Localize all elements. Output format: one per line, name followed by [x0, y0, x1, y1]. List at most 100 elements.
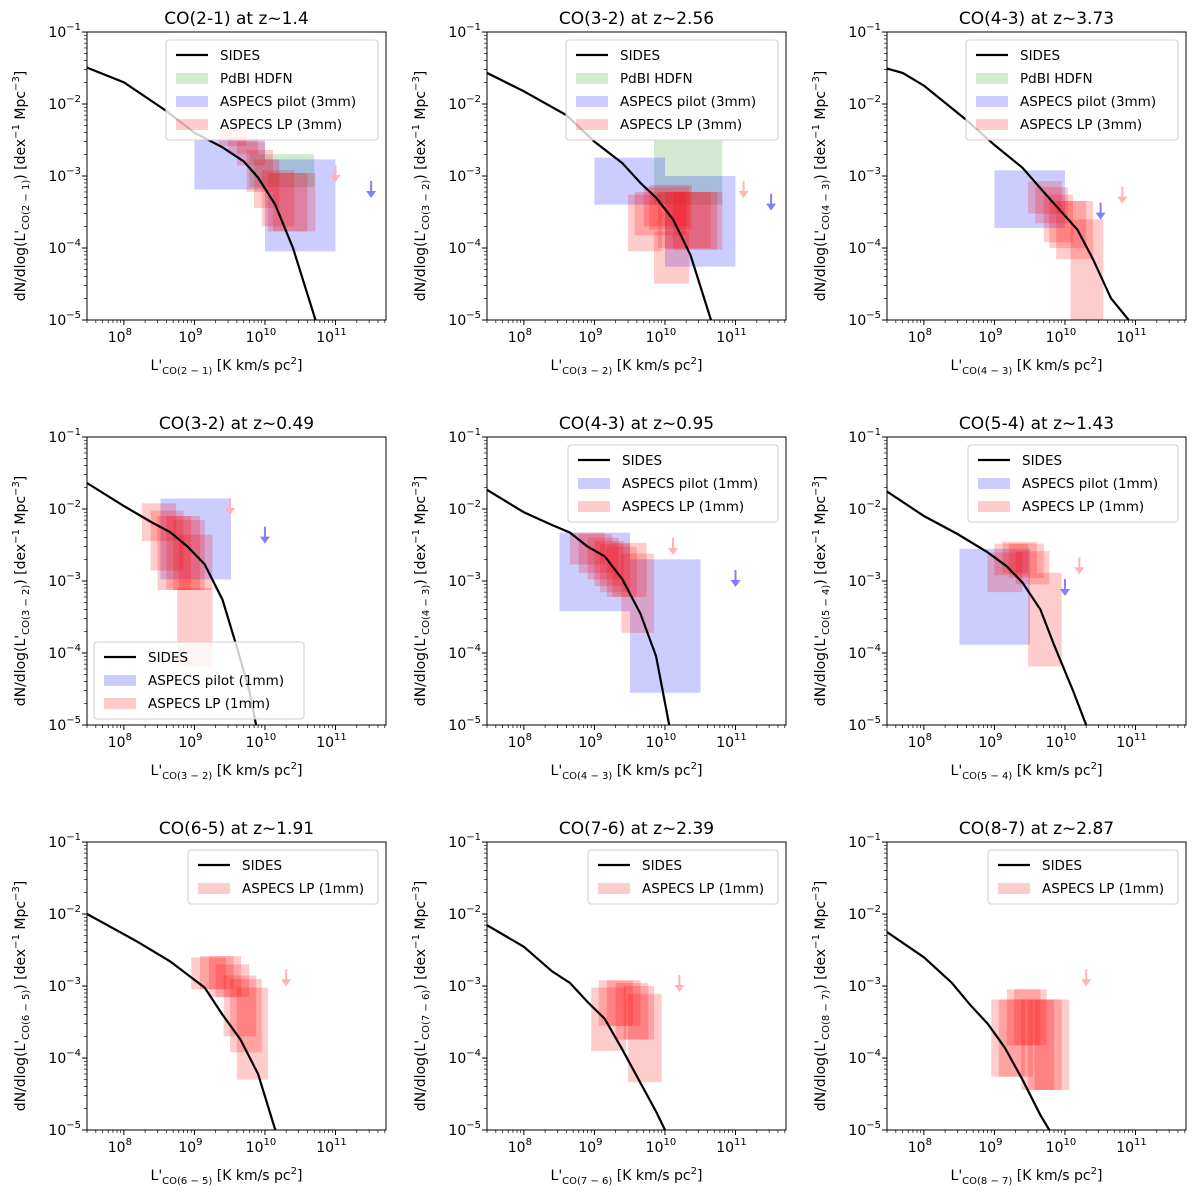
tick-exponent: 11	[1134, 327, 1147, 338]
xlabel-base: L'	[151, 763, 163, 779]
legend-frame	[967, 444, 1179, 523]
tick-base: 10	[448, 979, 466, 995]
xlabel-unit: [K km/s pc	[212, 763, 290, 779]
y-axis-label: dN/dlog(L'CO(7 − 6)) [dex−1 Mpc−3]	[411, 881, 432, 1112]
ylabel-sub: CO(8 − 7)	[821, 990, 832, 1040]
tick-exponent: −2	[66, 904, 81, 915]
xlabel-sub: CO(4 − 3)	[962, 366, 1012, 377]
xlabel-base: L'	[151, 1168, 163, 1184]
ylabel-sup2: −3	[11, 76, 22, 91]
tick-exponent: 10	[264, 1137, 277, 1148]
tick-exponent: −5	[866, 715, 881, 726]
ylabel-unit: ) [dex	[413, 949, 429, 990]
tick-base: 10	[448, 502, 466, 518]
ylabel-close: ]	[13, 71, 29, 76]
tick-exponent: −1	[66, 22, 81, 33]
tick-exponent: 9	[996, 327, 1002, 338]
tick-exponent: 8	[526, 732, 532, 743]
tick-exponent: 9	[196, 327, 202, 338]
panel-title: CO(2-1) at z~1.4	[164, 9, 308, 29]
tick-base: 10	[716, 735, 734, 751]
x-tick-label: 1011	[716, 732, 747, 751]
ylabel-base: dN/dlog(L'	[13, 1040, 29, 1111]
lp-error-box	[191, 957, 226, 990]
upper-limit-arrow-lp	[667, 537, 678, 555]
panel-title: CO(8-7) at z~2.87	[959, 819, 1114, 839]
upper-limit-arrow-lp	[674, 975, 685, 992]
tick-exponent: −4	[466, 643, 481, 654]
arrow-head	[1081, 979, 1092, 987]
y-tick-label: 10−3	[48, 976, 81, 995]
y-tick-label: 10−4	[48, 238, 81, 257]
ylabel-close: ]	[813, 71, 829, 76]
pilot-error-box	[664, 176, 736, 267]
ylabel-base: dN/dlog(L'	[413, 230, 429, 301]
legend-entry-label: ASPECS LP (1mm)	[1042, 881, 1164, 897]
tick-exponent: −4	[66, 643, 81, 654]
xlabel-sub: CO(3 − 2)	[162, 771, 212, 782]
tick-base: 10	[908, 735, 926, 751]
y-tick-label: 10−4	[448, 643, 481, 662]
y-tick-label: 10−3	[448, 166, 481, 185]
x-tick-label: 1010	[646, 732, 677, 751]
tick-base: 10	[448, 169, 466, 185]
xlabel-unit: [K km/s pc	[1012, 1168, 1090, 1184]
tick-exponent: −2	[466, 904, 481, 915]
tick-base: 10	[48, 430, 66, 446]
ylabel-sub: CO(4 − 3)	[821, 180, 832, 230]
plot-area	[87, 66, 377, 320]
tick-exponent: −2	[466, 499, 481, 510]
legend: SIDES PdBI HDFN ASPECS pilot (3mm) ASPECS L…	[165, 39, 379, 141]
ylabel-close: ]	[413, 881, 429, 886]
lp-error-box	[1034, 999, 1070, 1090]
legend-entry-label: ASPECS pilot (1mm)	[1022, 476, 1158, 492]
legend-entry-label: ASPECS pilot (3mm)	[1020, 94, 1156, 110]
legend-entry-label: ASPECS LP (1mm)	[1022, 499, 1144, 515]
lp-error-box	[272, 173, 316, 232]
lp-error-box	[591, 987, 626, 1052]
tick-exponent: 8	[926, 327, 932, 338]
tick-base: 10	[108, 1140, 126, 1156]
tick-exponent: 9	[196, 732, 202, 743]
y-tick-label: 10−2	[848, 499, 881, 518]
tick-base: 10	[48, 97, 66, 113]
tick-exponent: −3	[66, 571, 81, 582]
ylabel-sup2: −3	[411, 76, 422, 91]
tick-base: 10	[448, 1051, 466, 1067]
tick-base: 10	[48, 25, 66, 41]
x-tick-label: 1011	[1116, 732, 1147, 751]
x-tick-label: 1011	[316, 732, 347, 751]
ylabel-base: dN/dlog(L'	[813, 635, 829, 706]
ylabel-base: dN/dlog(L'	[813, 1040, 829, 1111]
xlabel-sub: CO(5 − 4)	[962, 771, 1012, 782]
tick-exponent: −1	[66, 832, 81, 843]
y-tick-label: 10−5	[848, 1120, 881, 1139]
lp-error-box	[228, 136, 259, 155]
y-tick-label: 10−4	[448, 1048, 481, 1067]
xlabel-unit: [K km/s pc	[212, 1168, 290, 1184]
tick-base: 10	[908, 1140, 926, 1156]
legend-pilot-patch-icon	[176, 96, 208, 107]
tick-exponent: 10	[664, 732, 677, 743]
arrow-head	[1074, 567, 1085, 575]
xlabel-close: ]	[297, 763, 302, 779]
tick-base: 10	[48, 1123, 66, 1139]
legend-pilot-patch-icon	[576, 96, 608, 107]
lp-error-box	[672, 191, 723, 250]
tick-base: 10	[448, 313, 466, 329]
tick-base: 10	[316, 1140, 334, 1156]
plot-area	[887, 67, 1130, 320]
xlabel-close: ]	[697, 763, 702, 779]
legend-pdbi-patch-icon	[176, 73, 208, 84]
x-tick-label: 108	[108, 1137, 132, 1156]
tick-exponent: 10	[1064, 732, 1077, 743]
y-tick-label: 10−1	[448, 22, 481, 41]
lp-error-box	[1015, 551, 1050, 585]
x-tick-label: 1011	[316, 1137, 347, 1156]
tick-exponent: 9	[596, 327, 602, 338]
tick-base: 10	[508, 735, 526, 751]
tick-exponent: −1	[466, 832, 481, 843]
tick-base: 10	[848, 1123, 866, 1139]
y-tick-label: 10−2	[48, 94, 81, 113]
tick-exponent: −1	[66, 427, 81, 438]
